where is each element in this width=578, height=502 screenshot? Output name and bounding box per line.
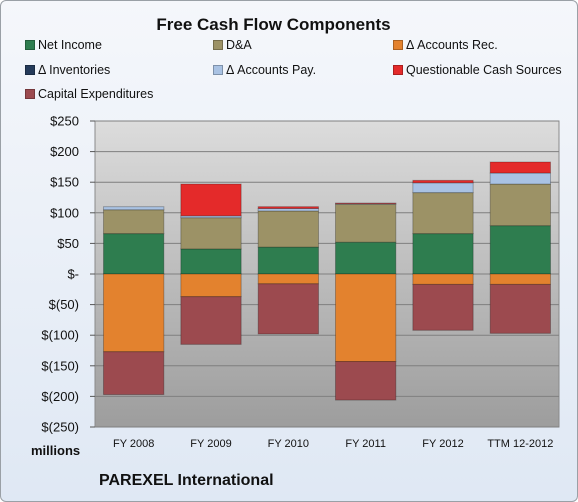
bar-segment <box>489 172 551 185</box>
bar-segment <box>412 233 474 275</box>
bar-segment <box>257 210 319 248</box>
bar-segment <box>335 241 397 275</box>
legend-swatch <box>25 65 35 75</box>
bar-segment <box>489 283 551 334</box>
legend-swatch <box>393 40 403 50</box>
legend-swatch <box>25 89 35 99</box>
x-tick-label: FY 2008 <box>113 438 154 450</box>
bar-segment <box>412 179 474 184</box>
x-axis-ticks: FY 2008 FY 2009 FY 2010 FY 2011 FY 2012 TTM 1… <box>113 438 553 450</box>
bar-segment <box>335 273 397 363</box>
gridlines <box>95 120 559 428</box>
legend-label: Δ Inventories <box>38 63 111 77</box>
bar-segment <box>335 203 397 243</box>
x-tick-label: FY 2010 <box>268 438 309 450</box>
y-tick-label: $(150) <box>41 358 79 373</box>
units-label: millions <box>31 443 81 458</box>
bar-segment <box>257 206 319 210</box>
legend-swatch <box>25 40 35 50</box>
legend-swatch <box>213 40 223 50</box>
legend-label: Net Income <box>38 38 102 52</box>
company-name: PAREXEL International <box>99 472 274 489</box>
legend-label: Capital Expenditures <box>38 87 154 101</box>
legend-label: Questionable Cash Sources <box>406 63 562 77</box>
legend-item-accounts-rec: Δ Accounts Rec. <box>393 38 498 52</box>
legend-item-inventories: Δ Inventories <box>25 63 110 77</box>
bar-segment <box>489 273 551 285</box>
y-tick-label: $(50) <box>49 297 79 312</box>
y-tick-label: $(100) <box>41 328 79 343</box>
y-tick-label: $- <box>67 267 79 282</box>
x-tick-label: TTM 12-2012 <box>487 438 553 450</box>
legend-label: Δ Accounts Pay. <box>226 63 317 77</box>
y-tick-label: $200 <box>50 144 79 159</box>
bar-segment <box>257 208 319 212</box>
bar-segment <box>103 273 165 353</box>
y-axis-ticks: $250 $200 $150 $100 $50 $- $(50) $(100) $(150) $(… <box>41 114 95 435</box>
bar-segment <box>412 192 474 235</box>
x-tick-label: FY 2011 <box>345 438 386 450</box>
bar-segment <box>489 183 551 227</box>
x-tick-label: FY 2012 <box>422 438 463 450</box>
legend-label: D&A <box>226 38 252 52</box>
bars <box>103 161 551 401</box>
bar-segment <box>180 296 242 345</box>
bar-segment <box>335 361 397 401</box>
legend-item-net-income: Net Income <box>25 38 102 52</box>
bar-segment <box>412 182 474 194</box>
legend-item-questionable-cash: Questionable Cash Sources <box>393 63 562 77</box>
y-tick-label: $250 <box>50 114 79 129</box>
bar-segment <box>489 161 551 174</box>
y-tick-label: $(200) <box>41 389 79 404</box>
bar-segment <box>489 225 551 275</box>
legend-item-capex: Capital Expenditures <box>25 87 153 101</box>
legend-swatch <box>213 65 223 75</box>
bar-segment <box>180 273 242 298</box>
bar-segment <box>335 202 397 205</box>
x-tick-label: FY 2009 <box>190 438 231 450</box>
legend-swatch <box>393 65 403 75</box>
bar-segment <box>103 206 165 211</box>
bar-segment <box>103 209 165 235</box>
bar-segment <box>180 248 242 275</box>
bar-segment <box>257 283 319 335</box>
y-tick-label: $(250) <box>41 420 79 435</box>
legend-item-da: D&A <box>213 38 252 52</box>
chart-title: Free Cash Flow Components <box>156 15 391 34</box>
y-tick-label: $50 <box>57 236 79 251</box>
bar-segment <box>257 246 319 275</box>
bar-segment <box>412 273 474 285</box>
y-tick-label: $150 <box>50 175 79 190</box>
bar-segment <box>257 273 319 285</box>
legend-item-accounts-pay: Δ Accounts Pay. <box>213 63 316 77</box>
bar-segment <box>412 283 474 331</box>
legend-label: Δ Accounts Rec. <box>406 38 498 52</box>
bar-segment <box>180 217 242 250</box>
bar-segment <box>103 351 165 396</box>
bar-segment <box>103 233 165 275</box>
bar-segment <box>180 183 242 217</box>
y-tick-label: $100 <box>50 205 79 220</box>
